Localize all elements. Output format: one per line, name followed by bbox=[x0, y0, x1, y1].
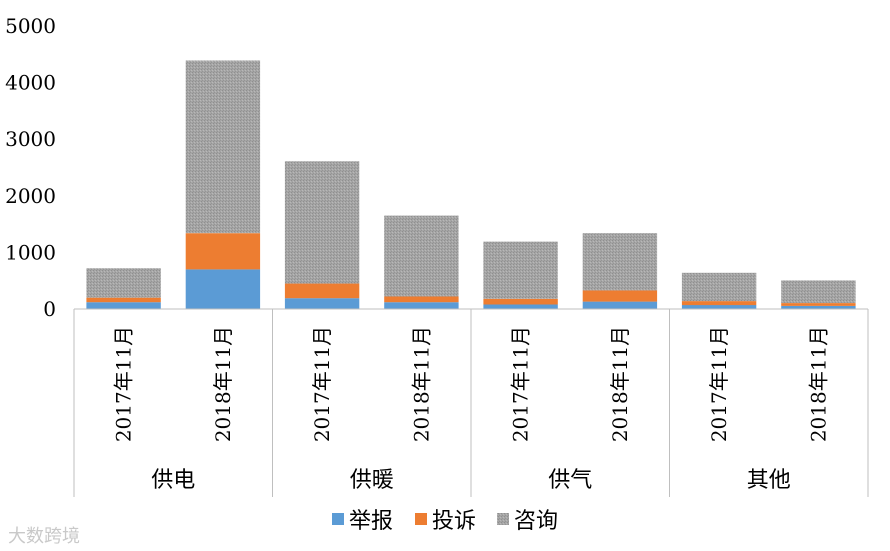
x-subcategory-label: 2017年11月 bbox=[112, 326, 136, 442]
x-group-label: 供电 bbox=[151, 468, 195, 493]
x-group-label: 供气 bbox=[548, 468, 592, 493]
x-subcategory-label: 2018年11月 bbox=[608, 326, 632, 442]
x-group-label: 供暖 bbox=[350, 468, 394, 493]
y-tick-label: 5000 bbox=[5, 14, 56, 38]
watermark: 大数跨境 bbox=[8, 526, 80, 547]
bar-segment bbox=[681, 301, 757, 306]
bar-segment bbox=[483, 304, 558, 309]
bar-segment bbox=[781, 303, 856, 306]
x-subcategory-label: 2017年11月 bbox=[509, 326, 533, 442]
y-tick-label: 1000 bbox=[5, 240, 56, 264]
x-subcategory-label: 2017年11月 bbox=[707, 326, 731, 442]
bar-segment bbox=[284, 298, 360, 309]
bar-segment bbox=[284, 161, 360, 284]
legend: 举报 投诉 咨询 bbox=[332, 509, 558, 534]
x-subcategory-label: 2018年11月 bbox=[409, 326, 433, 442]
y-axis: 0 1000 2000 3000 4000 5000 bbox=[5, 14, 56, 321]
bar-segment bbox=[384, 302, 459, 309]
y-tick-label: 2000 bbox=[5, 184, 56, 208]
bar-segment bbox=[185, 269, 261, 309]
bar-segment bbox=[781, 280, 856, 303]
bar-segment bbox=[681, 305, 757, 309]
bar-segment bbox=[582, 301, 658, 309]
x-group-label: 其他 bbox=[747, 468, 791, 493]
bar-segment bbox=[86, 268, 161, 298]
bar-segment bbox=[185, 60, 261, 234]
legend-swatch bbox=[332, 513, 344, 525]
bar-segment bbox=[483, 241, 558, 299]
bar-segment bbox=[781, 305, 856, 309]
bar-segment bbox=[185, 233, 261, 270]
bar-segment bbox=[86, 297, 161, 303]
bar-segment bbox=[86, 302, 161, 309]
legend-label: 投诉 bbox=[432, 509, 476, 534]
y-tick-label: 0 bbox=[43, 297, 56, 321]
bars bbox=[86, 60, 856, 309]
y-tick-label: 3000 bbox=[5, 127, 56, 151]
legend-swatch bbox=[497, 513, 509, 525]
x-subcategory-label: 2018年11月 bbox=[211, 326, 235, 442]
legend-swatch bbox=[415, 513, 427, 525]
bar-segment bbox=[384, 296, 459, 303]
y-tick-label: 4000 bbox=[5, 71, 56, 95]
x-subcategory-label: 2017年11月 bbox=[310, 326, 334, 442]
bar-segment bbox=[384, 215, 459, 297]
bar-segment bbox=[582, 290, 658, 302]
x-subcategory-label: 2018年11月 bbox=[806, 326, 830, 442]
x-axis: 2017年11月 2018年11月 2017年11月 2018年11月 2017年11月… bbox=[73, 308, 869, 497]
bar-segment bbox=[681, 272, 757, 302]
legend-label: 咨询 bbox=[514, 509, 558, 534]
bar-segment bbox=[483, 298, 558, 305]
bar-segment bbox=[582, 233, 658, 291]
legend-label: 举报 bbox=[349, 509, 393, 534]
bar-segment bbox=[284, 283, 360, 299]
